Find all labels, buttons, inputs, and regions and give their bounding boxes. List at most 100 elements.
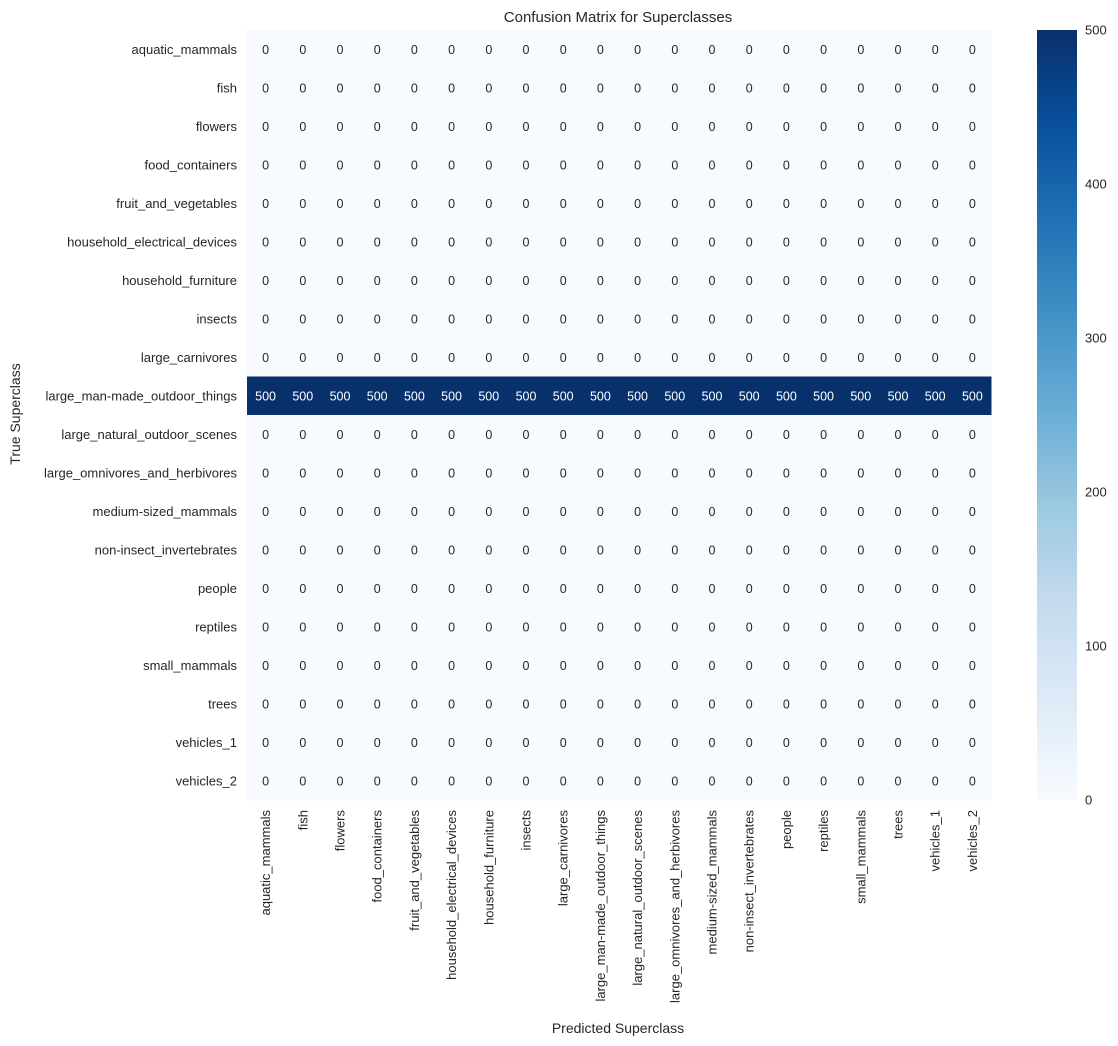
heatmap-cell [284, 299, 322, 339]
cell-value-label: 0 [820, 582, 827, 596]
cell-value-label: 0 [411, 197, 418, 211]
cell-value-label: 0 [671, 659, 678, 673]
cell-value-label: 0 [783, 197, 790, 211]
cell-value-label: 0 [969, 659, 976, 673]
cell-value-label: 0 [411, 158, 418, 172]
cell-value-label: 0 [448, 466, 455, 480]
cell-value-label: 0 [969, 274, 976, 288]
heatmap-cell [470, 415, 508, 454]
x-tick-label: medium-sized_mammals [705, 810, 720, 955]
heatmap-cell [247, 145, 285, 185]
heatmap-cell [879, 222, 918, 262]
cell-value-label: 0 [262, 120, 269, 134]
cell-value-label: 0 [932, 351, 939, 365]
cell-value-label: 0 [820, 736, 827, 750]
cell-value-label: 0 [448, 158, 455, 172]
heatmap-cell [395, 145, 434, 185]
heatmap-cell [581, 646, 620, 685]
cell-value-label: 0 [857, 428, 864, 442]
x-axis-label: Predicted Superclass [552, 1020, 684, 1036]
heatmap-cell [619, 376, 657, 416]
heatmap-cell [842, 646, 880, 685]
heatmap-cell [842, 30, 880, 69]
heatmap-cell [842, 607, 880, 647]
heatmap-cell [730, 530, 769, 570]
heatmap-cell [730, 723, 769, 762]
heatmap-cell [358, 299, 397, 339]
heatmap-cell [953, 338, 992, 377]
cell-value-label: 0 [337, 543, 344, 557]
cell-value-label: 0 [746, 120, 753, 134]
cell-value-label: 0 [597, 197, 604, 211]
heatmap-cell [395, 261, 434, 300]
cell-value-label: 0 [895, 543, 902, 557]
cell-value-label: 0 [485, 582, 492, 596]
cell-value-label: 0 [299, 659, 306, 673]
cell-value-label: 0 [374, 505, 381, 519]
heatmap-cell [395, 761, 434, 801]
heatmap-cell [767, 68, 806, 108]
cell-value-label: 0 [262, 351, 269, 365]
cell-value-label: 0 [262, 582, 269, 596]
cell-value-label: 0 [783, 697, 790, 711]
heatmap-cell [544, 607, 583, 647]
cell-value-label: 0 [634, 120, 641, 134]
cell-value-label: 0 [597, 158, 604, 172]
heatmap-cell [619, 145, 657, 185]
heatmap-cell [805, 30, 843, 69]
cell-value-label: 0 [932, 774, 939, 788]
cell-value-label: 0 [448, 235, 455, 249]
cell-value-label: 0 [411, 43, 418, 57]
cell-value-label: 0 [560, 466, 567, 480]
heatmap-cell [321, 184, 360, 223]
heatmap-cell [395, 107, 434, 146]
heatmap-cell [693, 184, 732, 223]
heatmap-cell [953, 569, 992, 608]
cell-value-label: 0 [783, 312, 790, 326]
heatmap-cell [321, 492, 360, 531]
cell-value-label: 0 [374, 736, 381, 750]
cell-value-label: 0 [634, 274, 641, 288]
heatmap-cell [767, 492, 806, 531]
heatmap-cell [805, 761, 843, 801]
colorbar-tick-label: 400 [1085, 177, 1107, 192]
cell-value-label: 0 [969, 158, 976, 172]
heatmap-cell [730, 261, 769, 300]
cell-value-label: 0 [560, 158, 567, 172]
heatmap-cell [470, 492, 508, 531]
cell-value-label: 0 [634, 620, 641, 634]
cell-value-label: 0 [820, 235, 827, 249]
cell-value-label: 0 [969, 235, 976, 249]
heatmap-cell [805, 569, 843, 608]
heatmap-cell [953, 723, 992, 762]
cell-value-label: 0 [820, 697, 827, 711]
cell-value-label: 0 [709, 351, 716, 365]
cell-value-label: 0 [597, 43, 604, 57]
colorbar-tick-label: 100 [1085, 639, 1107, 654]
cell-value-label: 0 [932, 158, 939, 172]
heatmap-cell [730, 646, 769, 685]
heatmap-cell [693, 607, 732, 647]
cell-value-label: 0 [374, 697, 381, 711]
cell-value-label: 0 [448, 312, 455, 326]
heatmap-cell [321, 222, 360, 262]
cell-value-label: 0 [969, 620, 976, 634]
cell-value-label: 0 [895, 197, 902, 211]
cell-value-label: 0 [411, 312, 418, 326]
cell-value-label: 0 [671, 428, 678, 442]
heatmap-cell [358, 184, 397, 223]
cell-value-label: 0 [448, 197, 455, 211]
cell-value-label: 0 [299, 428, 306, 442]
cell-value-label: 500 [441, 389, 462, 403]
cell-value-label: 0 [560, 736, 567, 750]
heatmap-cell [619, 299, 657, 339]
heatmap-cell [507, 184, 546, 223]
cell-value-label: 0 [783, 543, 790, 557]
cell-value-label: 0 [671, 235, 678, 249]
heatmap-cell [544, 68, 583, 108]
cell-value-label: 0 [709, 158, 716, 172]
cell-value-label: 0 [337, 620, 344, 634]
cell-value-label: 0 [485, 351, 492, 365]
cell-value-label: 0 [671, 543, 678, 557]
cell-value-label: 0 [299, 543, 306, 557]
